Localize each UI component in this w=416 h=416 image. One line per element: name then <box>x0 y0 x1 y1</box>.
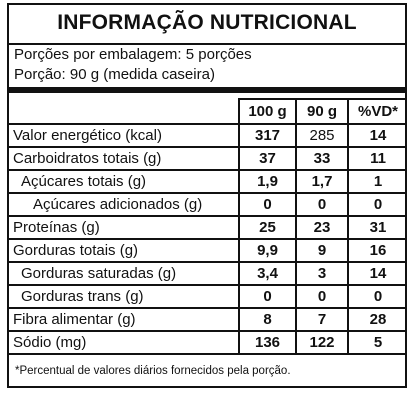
table-header-row: 100 g 90 g %VD* <box>7 98 407 125</box>
table-row: Valor energético (kcal) 317 285 14 <box>7 123 407 148</box>
table-row: Gorduras saturadas (g) 3,4 3 14 <box>7 261 407 286</box>
footnote: *Percentual de valores diários fornecido… <box>15 365 291 377</box>
value-vd: 28 <box>347 307 407 332</box>
value-90g: 23 <box>295 215 349 240</box>
value-vd: 11 <box>347 146 407 171</box>
value-vd: 5 <box>347 330 407 355</box>
value-90g: 0 <box>295 284 349 309</box>
value-vd: 31 <box>347 215 407 240</box>
value-90g: 7 <box>295 307 349 332</box>
value-100g: 136 <box>238 330 297 355</box>
value-100g: 3,4 <box>238 261 297 286</box>
value-100g: 25 <box>238 215 297 240</box>
nutrient-name: Fibra alimentar (g) <box>7 307 240 332</box>
nutrient-name: Valor energético (kcal) <box>7 123 240 148</box>
value-vd: 1 <box>347 169 407 194</box>
value-vd: 0 <box>347 192 407 217</box>
value-90g: 285 <box>295 123 349 148</box>
value-vd: 16 <box>347 238 407 263</box>
serving-divider <box>9 87 405 93</box>
value-vd: 14 <box>347 123 407 148</box>
value-vd: 0 <box>347 284 407 309</box>
serving-size: Porção: 90 g (medida caseira) <box>14 66 215 83</box>
column-header-100g: 100 g <box>238 98 297 125</box>
value-90g: 0 <box>295 192 349 217</box>
servings-per-package: Porções por embalagem: 5 porções <box>14 46 252 63</box>
header-blank-cell <box>7 99 240 125</box>
nutrition-facts-label: INFORMAÇÃO NUTRICIONAL Porções por embal… <box>7 3 407 388</box>
value-vd: 14 <box>347 261 407 286</box>
value-100g: 0 <box>238 192 297 217</box>
table-row: Gorduras trans (g) 0 0 0 <box>7 284 407 309</box>
value-100g: 0 <box>238 284 297 309</box>
table-row: Proteínas (g) 25 23 31 <box>7 215 407 240</box>
table-row: Carboidratos totais (g) 37 33 11 <box>7 146 407 171</box>
column-header-vd: %VD* <box>347 98 407 125</box>
value-90g: 122 <box>295 330 349 355</box>
table-row: Fibra alimentar (g) 8 7 28 <box>7 307 407 332</box>
value-100g: 9,9 <box>238 238 297 263</box>
nutrient-name: Gorduras trans (g) <box>7 284 240 309</box>
table-row: Sódio (mg) 136 122 5 <box>7 330 407 355</box>
nutrient-name: Sódio (mg) <box>7 330 240 355</box>
value-90g: 9 <box>295 238 349 263</box>
value-100g: 317 <box>238 123 297 148</box>
value-100g: 8 <box>238 307 297 332</box>
nutrition-table: 100 g 90 g %VD* Valor energético (kcal) … <box>7 98 407 355</box>
table-row: Açúcares totais (g) 1,9 1,7 1 <box>7 169 407 194</box>
label-title: INFORMAÇÃO NUTRICIONAL <box>57 11 357 34</box>
value-100g: 37 <box>238 146 297 171</box>
table-row: Açúcares adicionados (g) 0 0 0 <box>7 192 407 217</box>
value-90g: 1,7 <box>295 169 349 194</box>
table-row: Gorduras totais (g) 9,9 9 16 <box>7 238 407 263</box>
nutrient-name: Proteínas (g) <box>7 215 240 240</box>
value-100g: 1,9 <box>238 169 297 194</box>
nutrient-name: Carboidratos totais (g) <box>7 146 240 171</box>
nutrient-name: Gorduras saturadas (g) <box>7 261 240 286</box>
nutrient-name: Açúcares totais (g) <box>7 169 240 194</box>
value-90g: 33 <box>295 146 349 171</box>
title-divider <box>9 43 405 45</box>
value-90g: 3 <box>295 261 349 286</box>
nutrient-name: Açúcares adicionados (g) <box>7 192 240 217</box>
column-header-90g: 90 g <box>295 98 349 125</box>
nutrient-name: Gorduras totais (g) <box>7 238 240 263</box>
